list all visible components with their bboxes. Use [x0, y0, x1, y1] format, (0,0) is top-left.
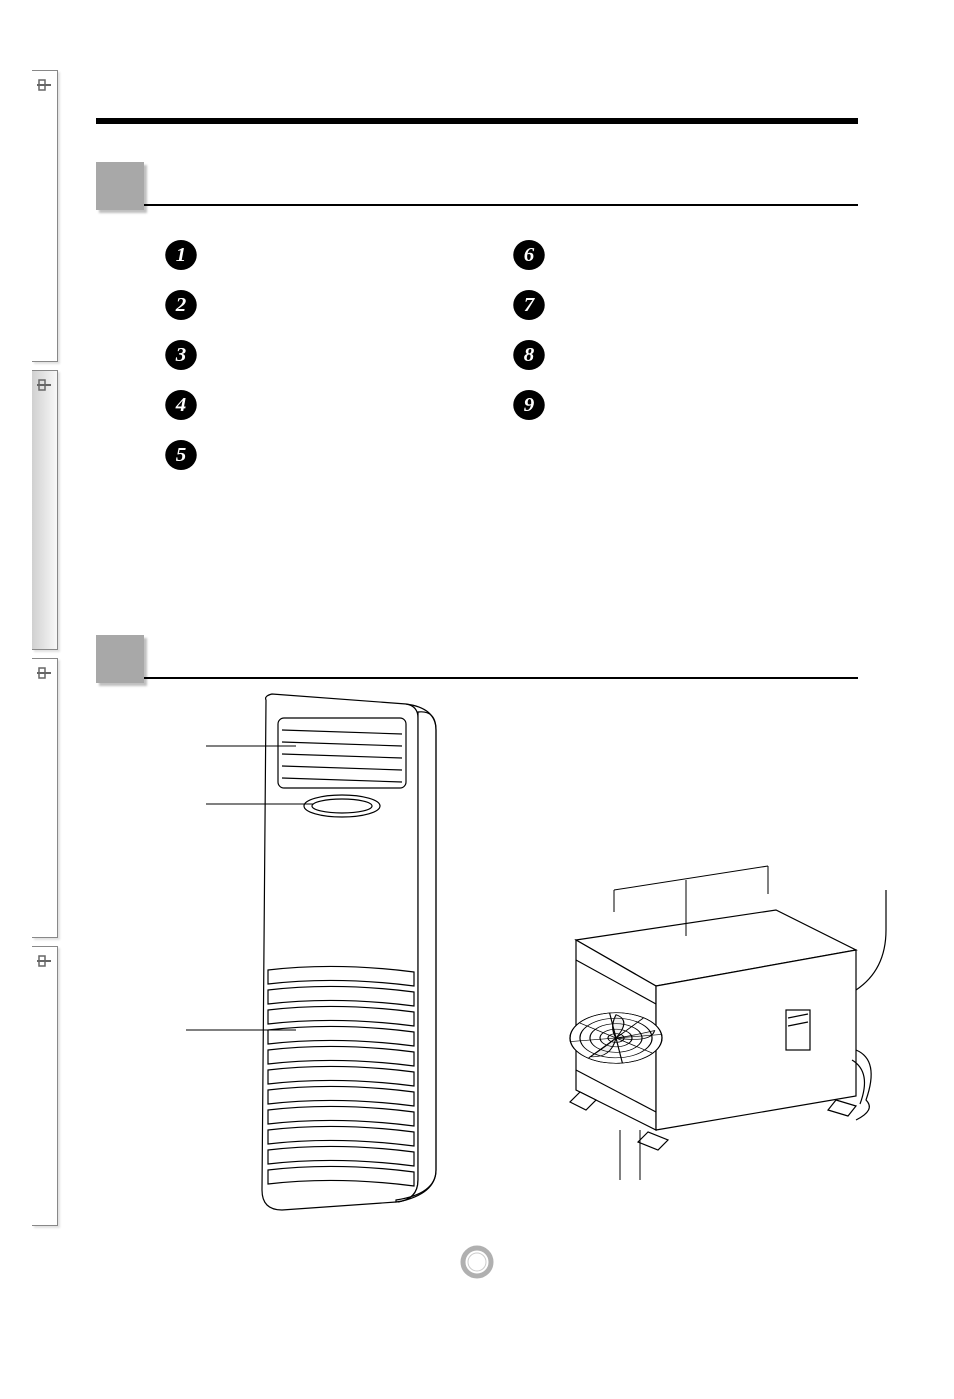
pin-icon	[35, 953, 55, 969]
side-tab-3[interactable]	[32, 658, 58, 938]
bullet-9: 9	[513, 390, 545, 420]
content-area: 1 2 3 4 5 6 7 8 9	[96, 82, 858, 683]
bullet-2: 2	[165, 290, 197, 320]
parts-col-left: 1 2 3 4 5	[166, 240, 514, 470]
bullet-6: 6	[513, 240, 545, 270]
section-box-2	[96, 635, 144, 683]
diagram-area	[96, 690, 894, 1279]
pin-icon	[35, 377, 55, 393]
pin-icon	[35, 77, 55, 93]
bullet-4: 4	[165, 390, 197, 420]
bullet-5: 5	[165, 440, 197, 470]
section-line-2	[144, 677, 858, 679]
indoor-unit	[186, 694, 436, 1210]
section-header-1	[96, 162, 858, 210]
title-rule	[96, 118, 858, 124]
pin-icon	[35, 665, 55, 681]
side-tab-2[interactable]	[32, 370, 58, 650]
section-header-2	[96, 635, 858, 683]
side-tabs	[32, 70, 58, 1226]
page: 1 2 3 4 5 6 7 8 9	[0, 0, 954, 1399]
side-tab-4[interactable]	[32, 946, 58, 1226]
parts-col-right: 6 7 8 9	[514, 240, 814, 470]
bullet-1: 1	[165, 240, 197, 270]
product-diagram	[96, 690, 896, 1250]
parts-bullet-lists: 1 2 3 4 5 6 7 8 9	[166, 240, 858, 470]
bullet-3: 3	[165, 340, 197, 370]
side-tab-1[interactable]	[32, 70, 58, 362]
page-number-circle	[460, 1245, 494, 1279]
outdoor-unit	[564, 866, 886, 1180]
section-box-1	[96, 162, 144, 210]
bullet-7: 7	[513, 290, 545, 320]
bullet-8: 8	[513, 340, 545, 370]
section-line-1	[144, 204, 858, 206]
